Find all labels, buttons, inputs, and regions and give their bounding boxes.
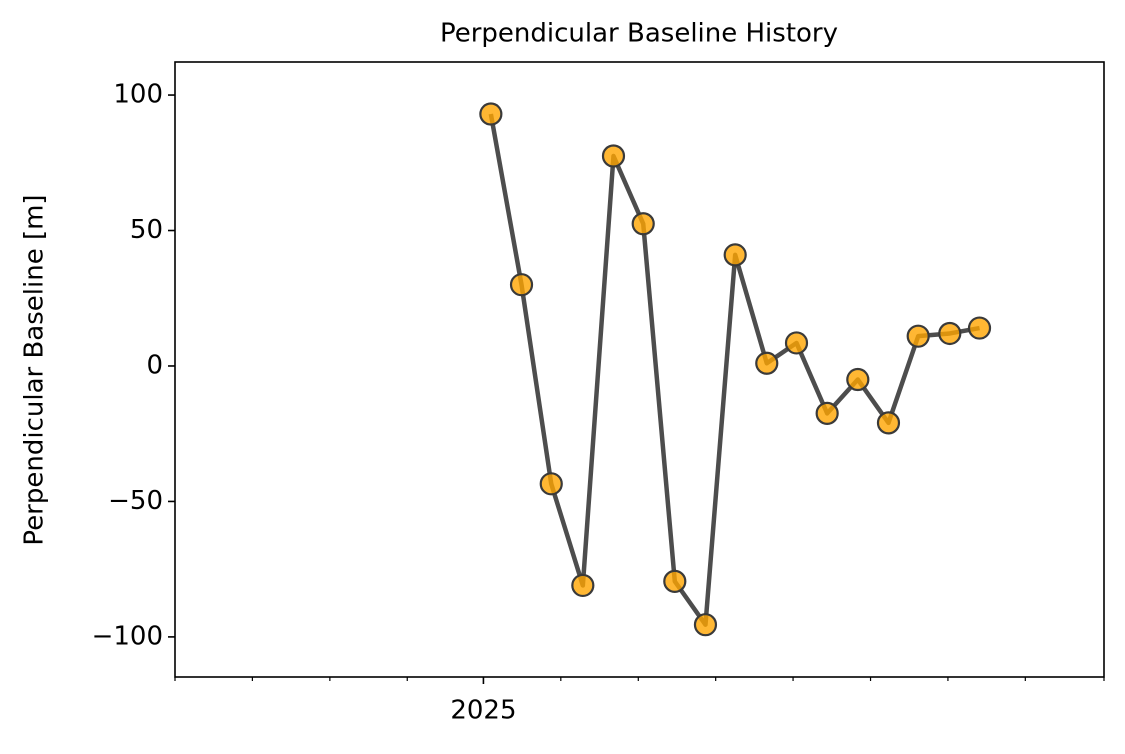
data-point <box>876 411 901 435</box>
data-point <box>693 613 718 637</box>
data-point <box>784 331 809 355</box>
data-point <box>967 316 992 340</box>
data-point <box>479 102 503 126</box>
data-point <box>571 573 595 598</box>
data-point <box>815 401 839 425</box>
y-axis-label: Perpendicular Baseline [m] <box>20 194 50 545</box>
chart-title: Perpendicular Baseline History <box>440 19 838 49</box>
y-tick-label: 0 <box>146 350 163 380</box>
data-point <box>906 324 930 348</box>
y-tick-label: −50 <box>108 486 163 516</box>
data-point <box>663 569 687 593</box>
data-point <box>539 472 563 496</box>
x-tick-label: 2025 <box>450 696 516 726</box>
y-tick-label: 50 <box>130 215 163 245</box>
data-point <box>509 273 534 297</box>
data-point <box>631 212 655 236</box>
data-point <box>723 243 747 267</box>
data-point <box>601 144 626 168</box>
data-point <box>846 367 870 392</box>
data-point <box>755 351 779 375</box>
plot-frame <box>174 61 1105 678</box>
y-tick-label: −100 <box>92 621 163 651</box>
series-line <box>488 113 980 627</box>
y-tick-label: 100 <box>113 80 163 110</box>
data-point <box>938 321 962 346</box>
